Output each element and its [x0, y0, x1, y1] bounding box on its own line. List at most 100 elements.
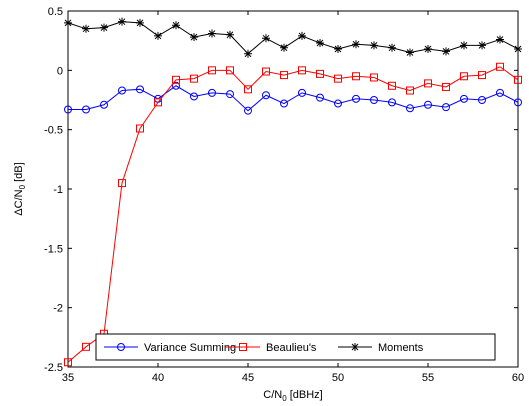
x-tick-label: 40: [152, 372, 164, 384]
data-point: [172, 81, 180, 90]
y-axis-label: ΔC/N0 [dB]: [13, 162, 27, 215]
data-point: [82, 342, 90, 351]
data-point: [334, 74, 342, 83]
data-point: [370, 96, 378, 104]
legend-entry: Beaulieu's: [226, 342, 317, 354]
legend-marker: [117, 343, 125, 351]
x-tick-label: 50: [332, 372, 344, 384]
x-tick-label: 45: [242, 372, 254, 384]
data-point: [100, 23, 108, 32]
data-point: [118, 17, 126, 26]
data-point: [244, 49, 252, 58]
data-point: [154, 98, 162, 107]
data-point: [496, 62, 504, 71]
data-point: [334, 99, 342, 108]
data-point: [64, 358, 72, 367]
legend: Variance Summing Beaulieu's Moments: [95, 333, 496, 361]
y-tick-label: -0.5: [44, 125, 63, 137]
data-point: [424, 44, 432, 53]
data-point: [316, 69, 324, 78]
data-point: [352, 94, 360, 103]
data-point: [64, 105, 72, 114]
data-point: [406, 104, 414, 113]
data-point: [64, 18, 72, 27]
data-point: [442, 103, 450, 112]
data-point: [172, 75, 180, 84]
data-point: [118, 179, 126, 188]
data-point: [280, 71, 288, 80]
data-point: [280, 43, 288, 52]
x-tick-label: 55: [422, 372, 434, 384]
series-group: [64, 81, 522, 115]
y-tick-label: 0: [57, 65, 63, 77]
data-point: [442, 47, 450, 56]
legend-marker: [239, 343, 247, 351]
data-point: [478, 96, 486, 104]
y-tick-label: -2.5: [44, 362, 63, 374]
data-point: [190, 33, 198, 42]
data-point: [136, 85, 144, 94]
data-point: [154, 31, 162, 40]
data-point: [388, 98, 396, 107]
data-point: [478, 71, 486, 80]
y-tick-label: -2: [53, 303, 63, 315]
data-point: [190, 74, 198, 83]
data-point: [406, 48, 414, 57]
legend-marker: [351, 343, 359, 351]
data-point: [352, 72, 360, 81]
data-point: [514, 44, 522, 53]
data-point: [298, 66, 306, 75]
data-point: [208, 29, 216, 38]
data-point: [298, 31, 306, 40]
data-point: [262, 34, 270, 43]
data-point: [298, 88, 306, 97]
data-point: [424, 79, 432, 88]
legend-label: Moments: [378, 342, 424, 354]
data-point: [100, 100, 108, 109]
series-layer: [64, 17, 522, 367]
legend-entry: Variance Summing: [104, 342, 236, 354]
data-point: [424, 100, 432, 109]
data-point: [496, 35, 504, 44]
data-point: [226, 66, 234, 75]
data-point: [460, 94, 468, 103]
y-tick-label: 0.5: [48, 6, 63, 18]
x-tick-label: 60: [512, 372, 524, 384]
data-point: [208, 88, 216, 97]
data-point: [514, 98, 522, 107]
x-axis-label: C/N0 [dBHz]: [263, 389, 322, 403]
data-point: [208, 66, 216, 75]
data-point: [262, 67, 270, 76]
data-point: [316, 93, 324, 102]
data-point: [82, 24, 90, 33]
x-tick-label: 35: [62, 372, 74, 384]
data-point: [496, 88, 504, 97]
data-point: [136, 124, 144, 133]
data-point: [136, 18, 144, 27]
data-point: [352, 40, 360, 49]
plot-area: [67, 10, 519, 368]
data-point: [316, 39, 324, 48]
data-point: [388, 81, 396, 90]
y-tick-label: -1.5: [44, 243, 63, 255]
data-point: [244, 85, 252, 94]
data-point: [514, 75, 522, 84]
data-point: [226, 30, 234, 39]
legend-label: Beaulieu's: [266, 342, 317, 354]
data-point: [262, 91, 270, 100]
data-point: [478, 41, 486, 50]
legend-box: [95, 333, 496, 361]
data-point: [406, 86, 414, 95]
data-point: [82, 105, 90, 114]
data-point: [226, 90, 234, 99]
data-point: [460, 41, 468, 50]
legend-label: Variance Summing: [144, 342, 236, 354]
series-group: [64, 17, 522, 58]
data-point: [370, 73, 378, 82]
data-point: [190, 92, 198, 101]
data-point: [388, 43, 396, 52]
data-point: [460, 72, 468, 81]
y-tick-label: -1: [53, 184, 63, 196]
data-point: [118, 86, 126, 95]
